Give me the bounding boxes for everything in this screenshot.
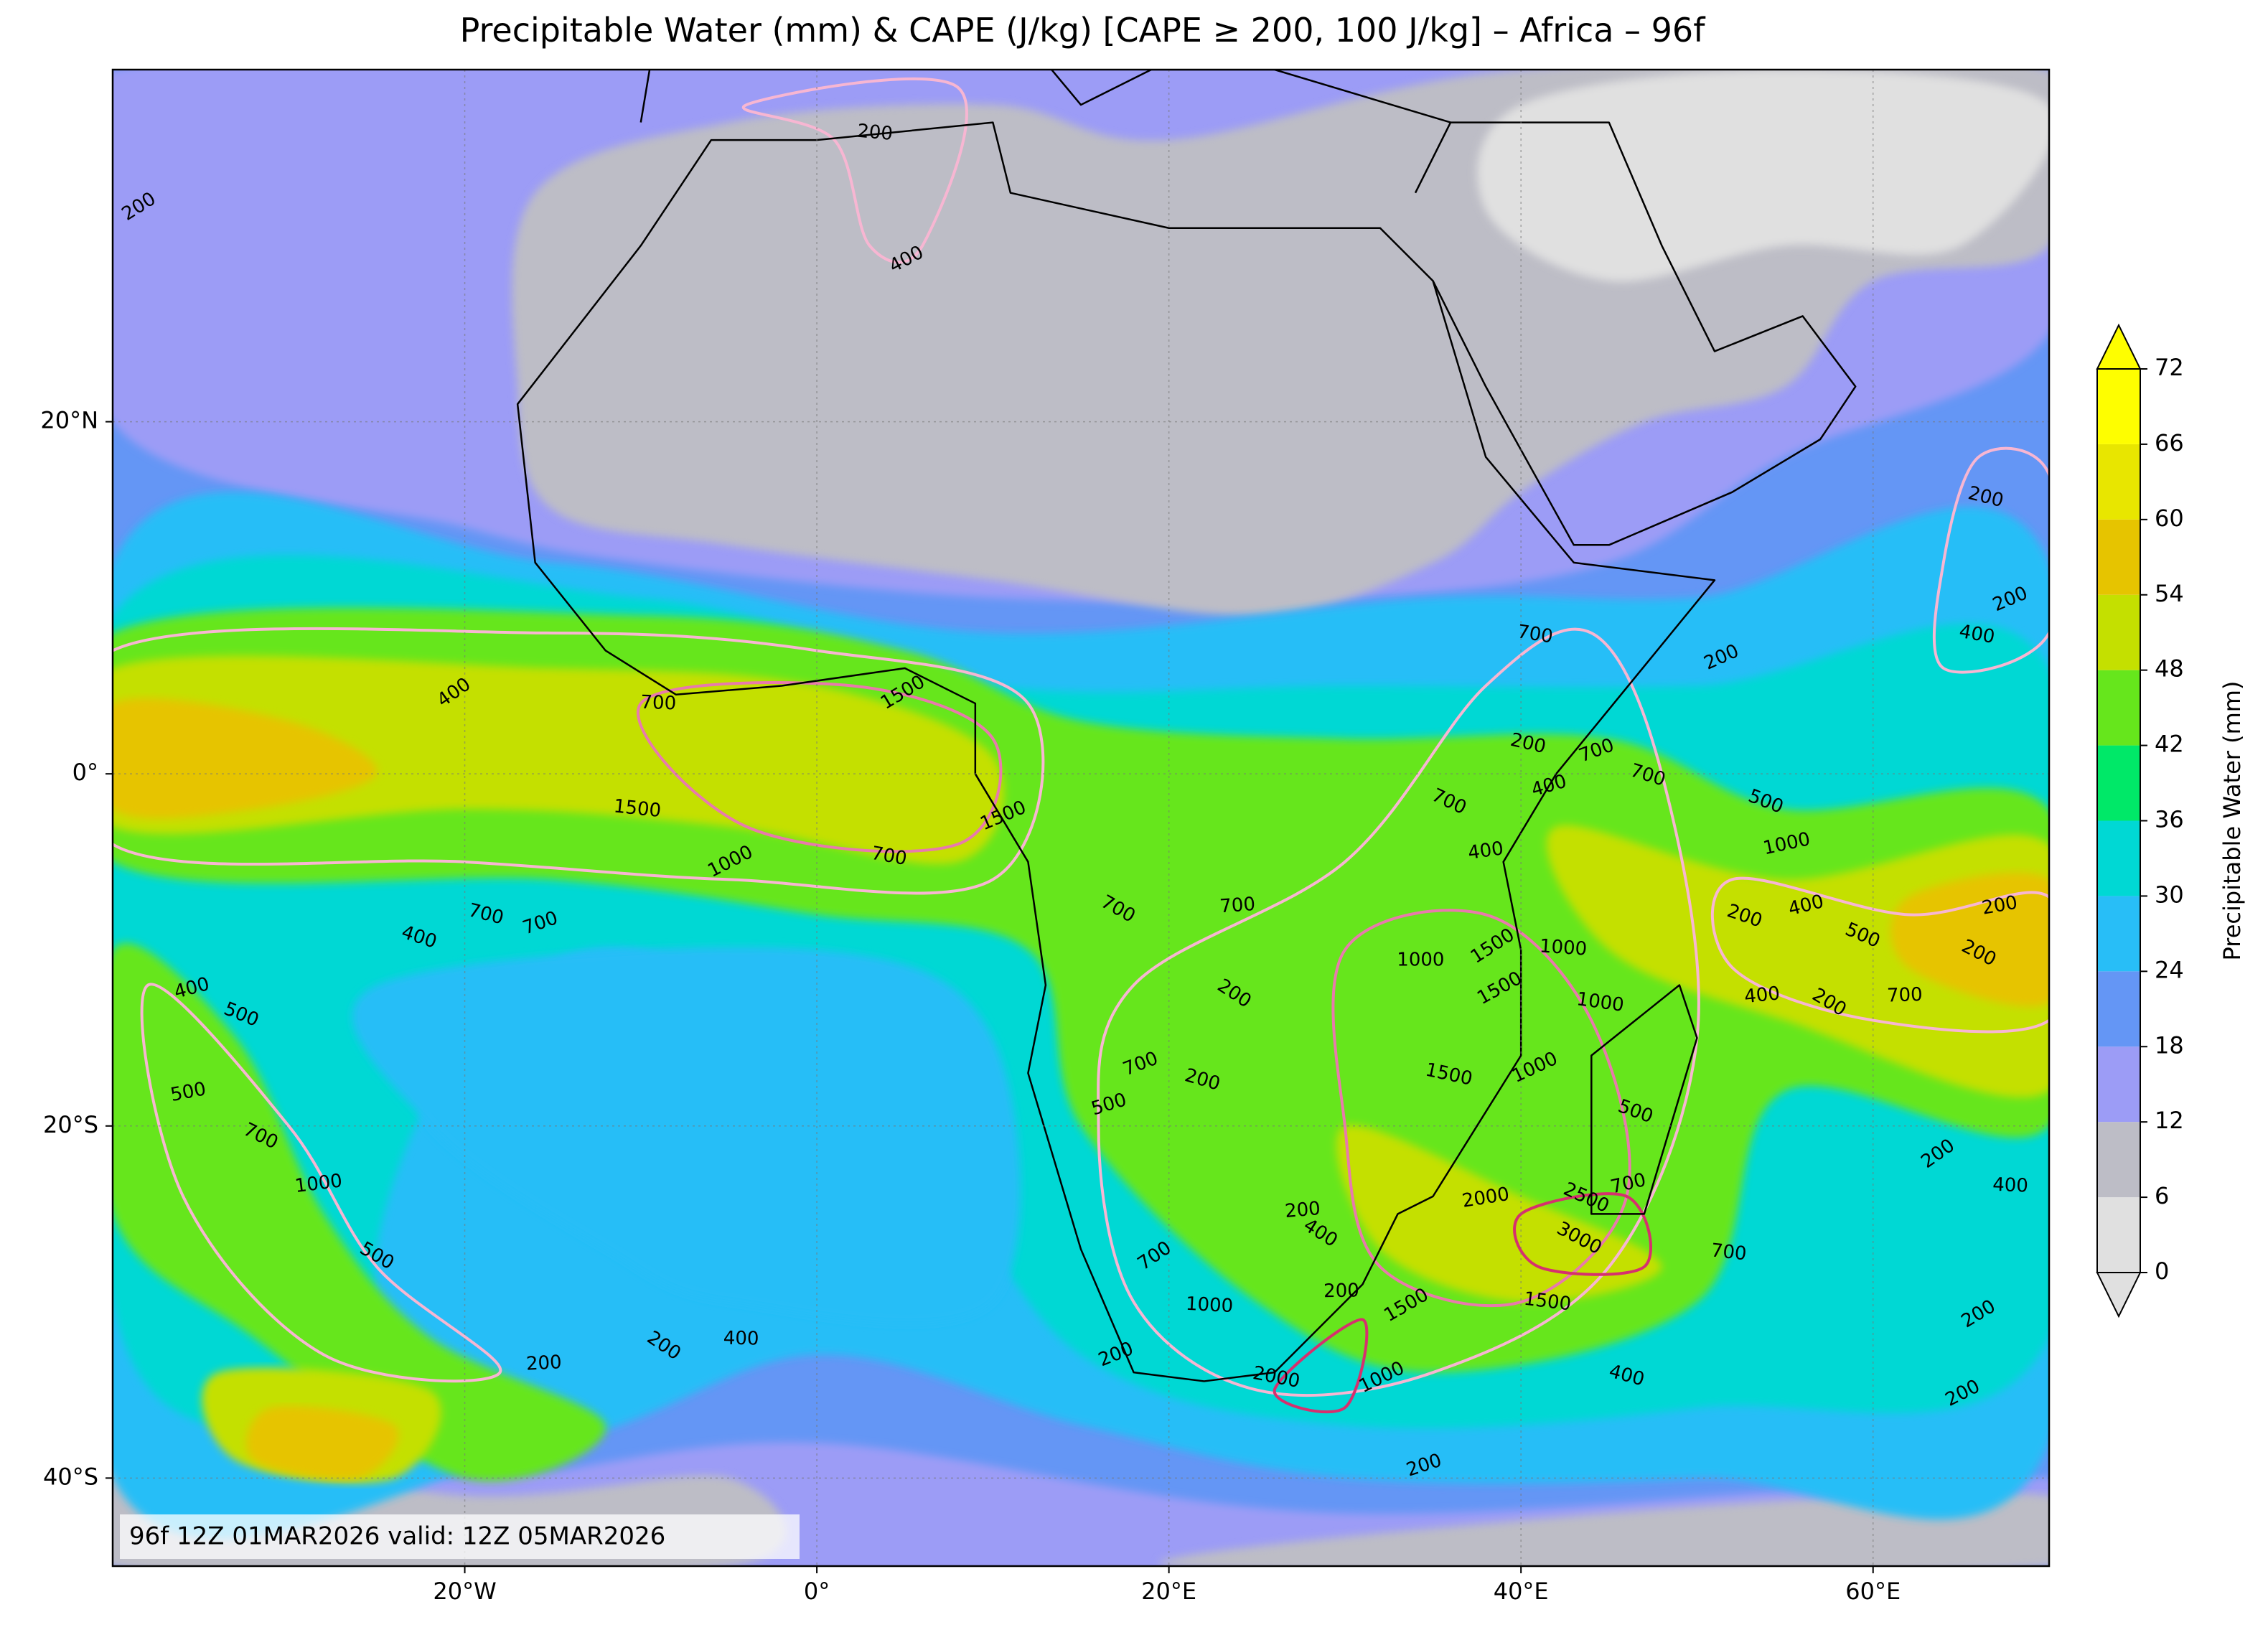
contour-label: 700 (1887, 984, 1923, 1007)
contour-label: 700 (1710, 1240, 1748, 1265)
colorbar-tick-label: 36 (2155, 806, 2184, 833)
pw-region (1477, 70, 2049, 282)
colorbar-tick-label: 66 (2155, 429, 2184, 456)
coastline (516, 121, 1716, 1382)
colorbar-tick-label: 0 (2155, 1257, 2169, 1285)
contour-label: 700 (1219, 894, 1256, 917)
pw-region (1336, 1125, 1662, 1303)
colorbar-segment (2097, 745, 2140, 821)
colorbar-segment (2097, 1197, 2140, 1273)
y-tick-label: 20°N (40, 407, 98, 434)
pw-region (113, 655, 1004, 864)
colorbar-tick-label: 42 (2155, 731, 2184, 758)
map-field (113, 70, 2049, 1566)
pw-region (113, 698, 378, 819)
colorbar-extend-min (2096, 1272, 2142, 1318)
contour-label: 1000 (1185, 1293, 1234, 1317)
colorbar-extend-max (2096, 323, 2142, 370)
contour-label: 200 (1284, 1198, 1321, 1222)
y-tick-label: 40°S (43, 1463, 98, 1490)
colorbar-segment (2097, 1046, 2140, 1123)
cape-contour (1710, 876, 2049, 1034)
contour-label: 1500 (612, 795, 662, 822)
colorbar-tick-label: 18 (2155, 1031, 2184, 1059)
cape-contour (113, 627, 1045, 895)
colorbar-segment (2097, 594, 2140, 670)
pw-region (1159, 1493, 2049, 1566)
colorbar-tick-label: 6 (2155, 1182, 2169, 1209)
colorbar-tick-label: 12 (2155, 1107, 2184, 1134)
coastline (1414, 121, 1857, 546)
contour-label: 400 (1743, 983, 1781, 1008)
colorbar-tick-label: 30 (2155, 881, 2184, 908)
contour-label: 1000 (1539, 935, 1588, 960)
colorbar-segment (2097, 670, 2140, 746)
cape-contour (140, 983, 502, 1383)
colorbar-label: Precipitable Water (mm) (2218, 681, 2246, 961)
cape-contour (742, 77, 968, 264)
colorbar-segment (2097, 820, 2140, 896)
colorbar-segment (2097, 1122, 2140, 1198)
pw-region (1890, 872, 2049, 1007)
map-frame (111, 68, 2051, 1568)
coastline (1590, 984, 1698, 1215)
colorbar-segment (2097, 896, 2140, 972)
colorbar-tick-label: 72 (2155, 354, 2184, 381)
contour-label: 1000 (1397, 950, 1444, 971)
x-tick-label: 60°E (1845, 1578, 1901, 1605)
colorbar: 0 6 12 18 24 30 36 42 48 54 60 66 72 Precipitable Wat… (2096, 323, 2246, 1318)
colorbar-segment (2097, 519, 2140, 595)
y-tick-label: 0° (72, 759, 98, 786)
colorbar-segment (2097, 369, 2140, 444)
colorbar-segment (2097, 971, 2140, 1047)
y-tick-label: 20°S (43, 1111, 98, 1138)
x-tick-label: 40°E (1494, 1578, 1549, 1605)
contour-label: 400 (723, 1328, 759, 1350)
colorbar-tick-label: 60 (2155, 505, 2184, 532)
cape-contour (1273, 1318, 1369, 1414)
x-tick-label: 0° (804, 1578, 830, 1605)
footer-text: 96f 12Z 01MAR2026 valid: 12Z 05MAR2026 (129, 1522, 665, 1551)
colorbar-segment (2097, 444, 2140, 520)
cape-contour (1097, 627, 1700, 1397)
cape-contour (1331, 909, 1631, 1308)
contour-label: 700 (640, 692, 677, 715)
contour-label: 200 (525, 1351, 562, 1375)
contour-label: 400 (1466, 838, 1504, 864)
footer-box (120, 1514, 800, 1559)
x-tick-label: 20°E (1141, 1578, 1196, 1605)
axes: 20°W 0° 20°E 40°E 60°E 20°N 0° 20°S 40°S (40, 407, 1901, 1605)
x-tick-label: 20°W (433, 1578, 496, 1605)
pw-region (113, 943, 606, 1481)
pw-region (246, 1406, 399, 1480)
contour-label: 400 (1992, 1174, 2029, 1197)
pw-region (352, 947, 1021, 1324)
title: Precipitable Water (mm) & CAPE (J/kg) [C… (460, 11, 1707, 50)
contour-label: 200 (856, 121, 894, 145)
colorbar-tick-label: 48 (2155, 655, 2184, 683)
colorbar-tick-label: 24 (2155, 956, 2184, 983)
colorbar-tick-label: 54 (2155, 580, 2184, 607)
contour-label: 200 (1323, 1280, 1359, 1302)
